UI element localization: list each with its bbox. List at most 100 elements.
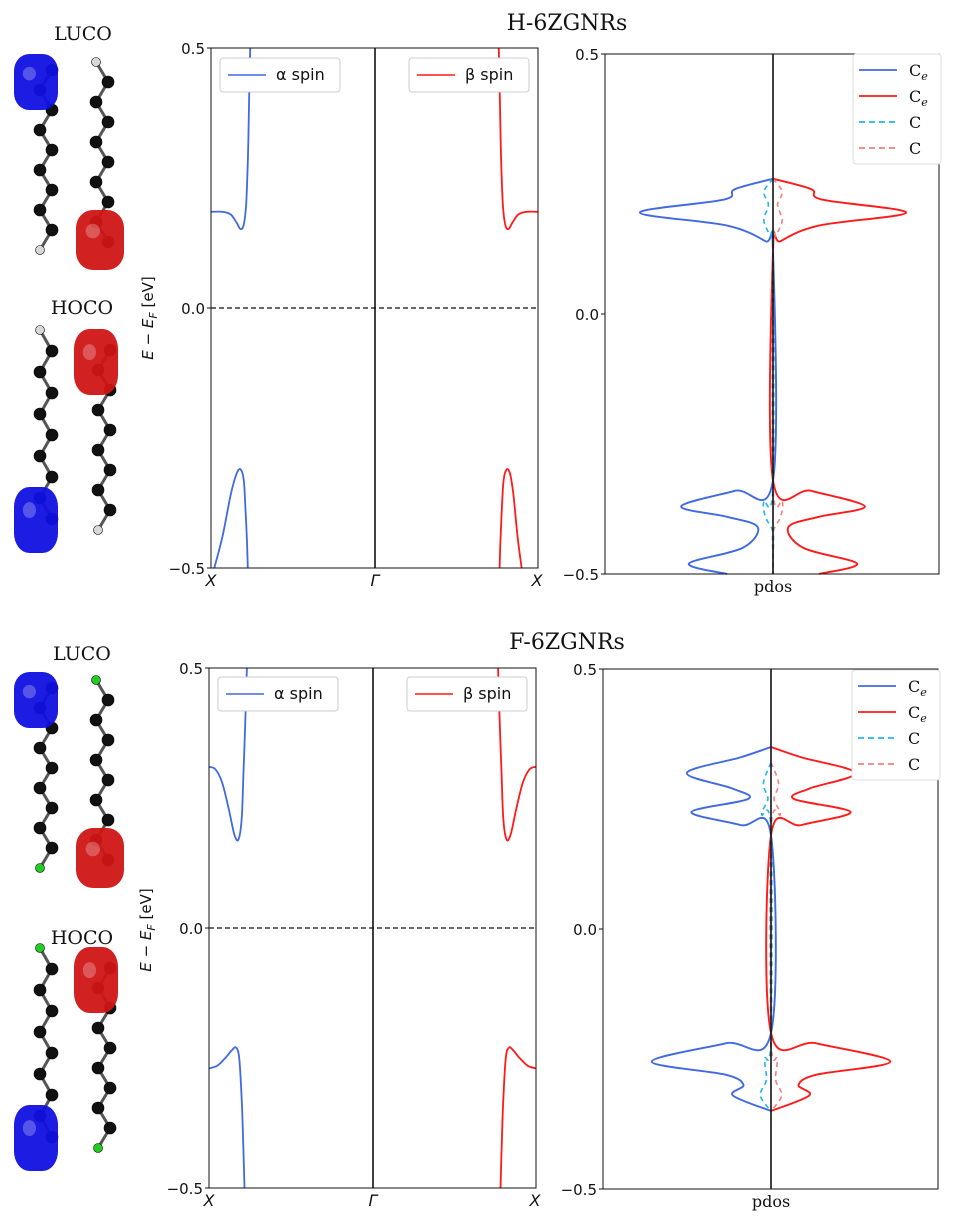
orbital-highlight	[23, 685, 36, 698]
band-line-beta	[501, 1047, 537, 1188]
carbon-atom	[92, 1062, 104, 1074]
y-axis-label: E − EF [eV]	[137, 888, 158, 971]
pdos-curve-beta-ce	[770, 179, 906, 574]
orbital-lobe	[74, 329, 118, 395]
y-tick-label: −0.5	[167, 1180, 203, 1198]
y-tick-label: 0.0	[181, 300, 205, 318]
carbon-atom	[104, 424, 116, 436]
orbital-highlight	[86, 224, 100, 238]
carbon-atom	[34, 204, 46, 216]
panel-f: F-6ZGNRs LUCO HOCO 0.5 0.0 −0.5 X Γ X E …	[14, 630, 940, 1211]
carbon-atom	[34, 124, 46, 136]
terminal-atom	[36, 944, 45, 953]
orbital-lobe	[14, 672, 58, 728]
legend-label-alpha: α spin	[276, 65, 325, 84]
molecule-diagram	[14, 672, 124, 1171]
y-tick-label: 0.5	[181, 40, 205, 58]
homo-label: HOCO	[51, 927, 113, 949]
x-tick-label: X	[203, 1191, 216, 1210]
legend-label-alpha: α spin	[274, 684, 323, 703]
carbon-atom	[34, 408, 46, 420]
y-label-part: −	[137, 940, 155, 962]
y-tick-label: 0.5	[573, 661, 597, 679]
carbon-atom	[90, 754, 102, 766]
orbital-highlight	[83, 962, 96, 978]
legend-label-sub: e	[921, 96, 928, 109]
pdos-curve-alpha-ce	[652, 747, 776, 1111]
legend-label-beta: β spin	[463, 684, 511, 703]
luco-label: LUCO	[53, 643, 111, 665]
pdos-plot: 0.5 0.0 −0.5 pdos Ce Ce C C	[561, 661, 940, 1211]
carbon-atom	[102, 774, 114, 786]
carbon-atom	[102, 694, 114, 706]
x-tick-label: X	[531, 571, 544, 590]
carbon-atom	[92, 1022, 104, 1034]
legend-label: C	[909, 113, 921, 132]
carbon-atom	[34, 1068, 46, 1080]
pdos-x-label: pdos	[752, 1192, 790, 1211]
band-structure-plot: 0.5 0.0 −0.5 X Γ X E − EF [eV] α spin β …	[139, 40, 544, 590]
y-label-part: −	[139, 328, 157, 350]
orbital-lobe	[76, 210, 124, 270]
terminal-atom	[36, 326, 45, 335]
orbital-illustration: LUCO HOCO	[14, 23, 124, 553]
panel-h: H-6ZGNRs LUCO HOCO 0.5 0.0 −0.5 X Γ X E …	[14, 11, 941, 596]
carbon-atom	[46, 842, 58, 854]
carbon-atom	[90, 714, 102, 726]
y-tick-label: −0.5	[561, 1181, 597, 1199]
carbon-atom	[34, 450, 46, 462]
y-tick-label: 0.5	[575, 46, 599, 64]
x-tick-label: X	[205, 571, 218, 590]
carbon-atom	[90, 136, 102, 148]
y-tick-label: 0.5	[179, 660, 203, 678]
legend-beta: β spin	[409, 58, 529, 92]
orbital-lobe	[14, 54, 58, 110]
x-tick-label: Γ	[369, 1191, 379, 1210]
orbital-highlight	[83, 344, 96, 360]
carbon-atom	[90, 794, 102, 806]
figure: H-6ZGNRs LUCO HOCO 0.5 0.0 −0.5 X Γ X E …	[0, 0, 954, 1222]
legend-label-sub: e	[921, 70, 928, 83]
carbon-atom	[90, 96, 102, 108]
pdos-x-label: pdos	[754, 577, 792, 596]
carbon-atom	[46, 429, 58, 441]
carbon-atom	[90, 176, 102, 188]
band-structure-plot: 0.5 0.0 −0.5 X Γ X E − EF [eV] α spin β …	[137, 660, 542, 1210]
orbital-lobe	[14, 1105, 58, 1171]
legend-label: C	[908, 755, 920, 774]
carbon-atom	[102, 156, 114, 168]
carbon-atom	[46, 184, 58, 196]
y-label-part: [eV]	[137, 888, 155, 924]
carbon-atom	[34, 782, 46, 794]
carbon-atom	[46, 802, 58, 814]
carbon-atom	[104, 1042, 116, 1054]
orbital-highlight	[23, 502, 36, 518]
carbon-atom	[46, 1089, 58, 1101]
carbon-atom	[102, 76, 114, 88]
y-tick-label: −0.5	[563, 566, 599, 584]
panel-title: H-6ZGNRs	[507, 11, 628, 36]
legend-label-main: C	[908, 677, 920, 696]
carbon-atom	[104, 1122, 116, 1134]
y-tick-label: 0.0	[179, 920, 203, 938]
pdos-legend: Ce Ce C C	[853, 54, 941, 164]
carbon-atom	[46, 1005, 58, 1017]
x-tick-label: Γ	[371, 571, 381, 590]
terminal-atom	[94, 526, 103, 535]
legend-beta: β spin	[407, 677, 527, 711]
carbon-atom	[92, 444, 104, 456]
carbon-atom	[102, 116, 114, 128]
legend-alpha: α spin	[218, 677, 338, 711]
legend-label-beta: β spin	[465, 65, 513, 84]
orbital-lobe	[74, 947, 118, 1013]
orbital-highlight	[23, 67, 36, 80]
carbon-atom	[34, 164, 46, 176]
carbon-atom	[46, 963, 58, 975]
orbital-lobe	[14, 487, 58, 553]
legend-alpha: α spin	[220, 58, 340, 92]
carbon-atom	[104, 1082, 116, 1094]
terminal-atom	[94, 1144, 103, 1153]
terminal-atom	[36, 864, 45, 873]
carbon-atom	[46, 224, 58, 236]
legend-label-main: C	[908, 703, 920, 722]
